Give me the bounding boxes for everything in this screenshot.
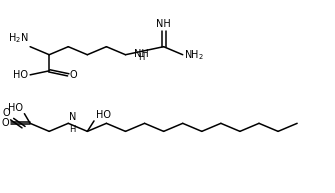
Text: O: O xyxy=(1,118,9,128)
Text: HO: HO xyxy=(8,103,23,113)
Text: NH: NH xyxy=(134,49,149,59)
Text: H$_2$N: H$_2$N xyxy=(8,31,28,45)
Text: H: H xyxy=(138,53,144,62)
Text: O: O xyxy=(70,70,77,80)
Text: NH: NH xyxy=(156,19,171,29)
Text: H: H xyxy=(69,125,75,134)
Text: HO: HO xyxy=(13,70,28,80)
Text: NH$_2$: NH$_2$ xyxy=(184,48,204,62)
Text: HO: HO xyxy=(96,110,111,120)
Text: O: O xyxy=(3,108,10,118)
Text: N: N xyxy=(69,112,76,122)
